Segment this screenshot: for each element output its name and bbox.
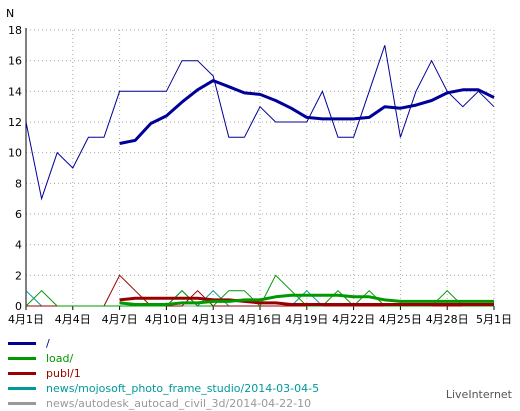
chart: 0 2 4 6 8 10 12 14 16 18 4月1日 4月4日 4月7日 4月10日 4月13日 4月1… [6,7,512,326]
y-tick-label: 18 [8,24,22,37]
average-line [119,79,495,145]
legend-swatch [8,372,36,375]
legend-swatch [8,402,36,405]
y-tick-label: 6 [15,208,22,221]
x-tick-label: 4月1日 [8,313,44,326]
legend-swatch [8,342,36,345]
x-tick-label: 4月4日 [55,313,91,326]
y-tick-label: 10 [8,147,22,160]
legend-label: news/autodesk_autocad_civil_3d/2014-04-2… [46,397,312,410]
y-tick-label: 14 [8,85,22,98]
legend-label: load/ [46,352,74,365]
y-tick-label: 8 [15,177,22,190]
legend-label: news/mojosoft_photo_frame_studio/2014-03… [46,382,320,395]
x-tick-label: 4月7日 [102,313,138,326]
average-line [119,296,494,306]
legend-swatch [8,387,36,390]
legend-swatch [8,357,36,360]
x-tick-label: 4月19日 [285,313,328,326]
y-tick-label: 2 [15,269,22,282]
y-axis-title: N [6,7,14,20]
x-tick-label: 4月10日 [145,313,188,326]
x-tick-label: 4月22日 [332,313,375,326]
x-tick-label: 4月16日 [239,313,282,326]
x-tick-label: 4月25日 [379,313,422,326]
x-tick-label: 4月28日 [426,313,469,326]
y-tick-label: 12 [8,116,22,129]
brand-label: LiveInternet [445,388,512,401]
legend-label: / [46,337,50,350]
series-line [25,45,495,201]
y-tick-label: 16 [8,55,22,68]
y-tick-label: 4 [15,239,22,252]
y-tick-label: 0 [15,300,22,313]
x-tick-label: 5月1日 [476,313,512,326]
x-tick-label: 4月13日 [192,313,235,326]
legend-label: publ/1 [46,367,81,380]
average-line [119,293,494,306]
